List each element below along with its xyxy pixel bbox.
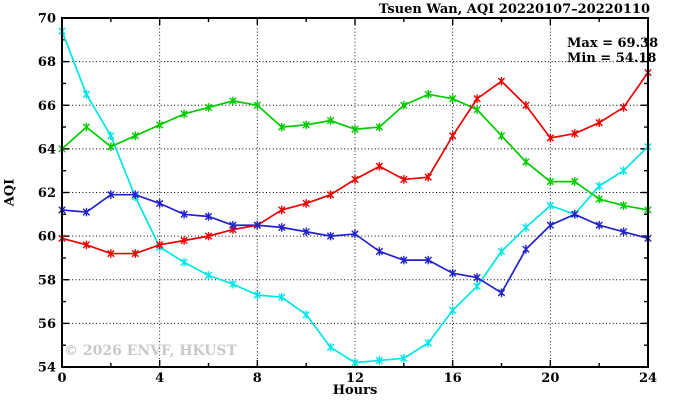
x-tick-label: 0	[57, 371, 66, 386]
x-tick-label: 4	[155, 371, 164, 386]
watermark: © 2026 ENVF, HKUST	[64, 343, 237, 359]
plot-frame	[61, 17, 649, 368]
chart-title: Tsuen Wan, AQI 20220107–20220110	[378, 2, 650, 17]
x-tick-label: 12	[346, 371, 364, 386]
x-tick-label: 20	[541, 371, 559, 386]
y-tick-label: 56	[38, 317, 56, 332]
series-blue-markers	[58, 190, 652, 298]
y-tick-label: 60	[38, 230, 56, 245]
max-annotation: Max = 69.38	[567, 36, 659, 51]
x-axis-label: Hours	[332, 383, 378, 398]
max-min-annotation: Max = 69.38 Min = 54.18	[567, 36, 658, 66]
y-tick-label: 54	[38, 361, 56, 376]
x-tick-label: 8	[253, 371, 262, 386]
y-tick-label: 64	[38, 142, 56, 157]
y-tick-label: 68	[38, 55, 56, 70]
y-tick-label: 70	[38, 12, 56, 27]
y-tick-label: 58	[38, 273, 56, 288]
y-axis-label: AQI	[2, 178, 18, 207]
series-cyan-markers	[58, 26, 652, 367]
x-tick-label: 16	[444, 371, 462, 386]
y-tick-label: 62	[38, 186, 56, 201]
series-cyan-line	[61, 30, 649, 364]
y-tick-label: 66	[38, 99, 56, 114]
min-annotation: Min = 54.18	[567, 51, 657, 66]
x-tick-label: 24	[639, 371, 657, 386]
